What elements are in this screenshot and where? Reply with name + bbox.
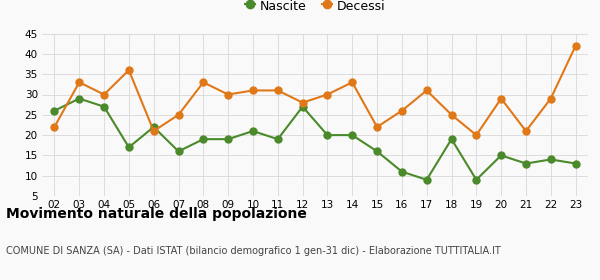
Nascite xyxy=(448,137,455,141)
Nascite xyxy=(473,178,480,181)
Line: Decessi: Decessi xyxy=(51,42,579,139)
Decessi xyxy=(373,125,380,129)
Nascite xyxy=(224,137,232,141)
Decessi xyxy=(324,93,331,96)
Nascite xyxy=(150,125,157,129)
Nascite xyxy=(51,109,58,113)
Decessi xyxy=(224,93,232,96)
Decessi xyxy=(76,81,83,84)
Decessi xyxy=(175,113,182,116)
Decessi xyxy=(125,68,133,72)
Decessi xyxy=(299,101,306,104)
Nascite xyxy=(349,134,356,137)
Decessi xyxy=(547,97,554,100)
Nascite xyxy=(76,97,83,100)
Nascite xyxy=(398,170,406,173)
Decessi xyxy=(250,89,257,92)
Nascite xyxy=(547,158,554,161)
Decessi xyxy=(497,97,505,100)
Legend: Nascite, Decessi: Nascite, Decessi xyxy=(240,0,390,18)
Nascite xyxy=(250,129,257,133)
Nascite xyxy=(497,154,505,157)
Decessi xyxy=(200,81,207,84)
Decessi xyxy=(150,129,157,133)
Nascite xyxy=(100,105,107,108)
Nascite xyxy=(423,178,430,181)
Nascite xyxy=(324,134,331,137)
Decessi xyxy=(473,134,480,137)
Decessi xyxy=(349,81,356,84)
Nascite xyxy=(175,150,182,153)
Nascite xyxy=(200,137,207,141)
Decessi xyxy=(274,89,281,92)
Decessi xyxy=(51,125,58,129)
Nascite xyxy=(299,105,306,108)
Line: Nascite: Nascite xyxy=(51,95,579,183)
Decessi xyxy=(100,93,107,96)
Decessi xyxy=(423,89,430,92)
Text: COMUNE DI SANZA (SA) - Dati ISTAT (bilancio demografico 1 gen-31 dic) - Elaboraz: COMUNE DI SANZA (SA) - Dati ISTAT (bilan… xyxy=(6,246,501,256)
Text: Movimento naturale della popolazione: Movimento naturale della popolazione xyxy=(6,207,307,221)
Nascite xyxy=(523,162,530,165)
Nascite xyxy=(125,146,133,149)
Decessi xyxy=(523,129,530,133)
Decessi xyxy=(448,113,455,116)
Decessi xyxy=(398,109,406,113)
Nascite xyxy=(274,137,281,141)
Nascite xyxy=(373,150,380,153)
Nascite xyxy=(572,162,579,165)
Decessi xyxy=(572,44,579,48)
